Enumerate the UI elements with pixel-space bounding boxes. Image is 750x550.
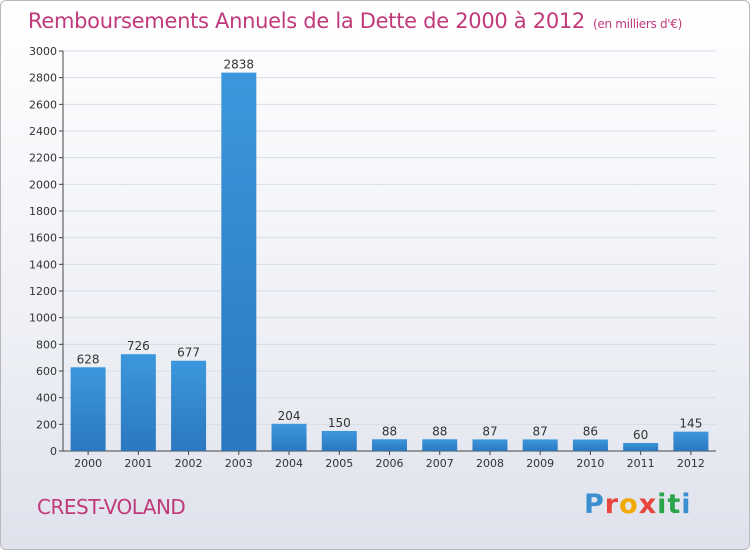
logo-letter: P — [584, 489, 605, 520]
bar — [221, 72, 257, 451]
bar — [522, 439, 558, 451]
bar — [372, 439, 407, 451]
bar — [472, 439, 508, 451]
data-label: 726 — [127, 339, 150, 353]
commune-name: CREST-VOLAND — [37, 495, 186, 519]
x-tick-label: 2007 — [426, 457, 454, 470]
chart-title: Remboursements Annuels de la Dette de 20… — [28, 9, 682, 33]
bar — [271, 423, 307, 451]
logo-letter: i — [657, 489, 668, 520]
bar — [70, 367, 106, 451]
y-tick-label: 2400 — [29, 125, 57, 138]
x-tick-label: 2001 — [124, 457, 152, 470]
data-label: 2838 — [224, 58, 255, 72]
data-label: 88 — [382, 424, 397, 438]
y-tick-label: 0 — [50, 445, 57, 458]
x-tick-label: 2000 — [74, 457, 102, 470]
bar — [321, 431, 357, 451]
logo-letter: x — [638, 489, 658, 520]
x-tick-label: 2006 — [376, 457, 404, 470]
x-tick-label: 2004 — [275, 457, 303, 470]
data-label: 87 — [482, 424, 497, 438]
bar — [120, 354, 156, 451]
data-label: 677 — [177, 346, 200, 360]
y-tick-label: 600 — [36, 365, 57, 378]
x-tick-label: 2012 — [677, 457, 705, 470]
y-tick-label: 400 — [36, 392, 57, 405]
data-label: 628 — [77, 352, 100, 366]
unit-note: (en milliers d'€) — [593, 17, 683, 31]
bar — [673, 431, 709, 451]
y-tick-label: 800 — [36, 338, 57, 351]
x-tick-label: 2010 — [576, 457, 604, 470]
y-tick-label: 1400 — [29, 258, 57, 271]
data-label: 145 — [679, 417, 702, 431]
logo-letter: i — [681, 489, 692, 520]
data-label: 86 — [583, 425, 598, 439]
data-label: 87 — [533, 424, 548, 438]
x-tick-label: 2003 — [225, 457, 253, 470]
proxiti-logo: Proxiti — [584, 489, 692, 520]
bar — [171, 360, 207, 451]
data-label: 60 — [633, 428, 648, 442]
logo-letter: r — [604, 489, 620, 520]
y-tick-label: 2200 — [29, 152, 57, 165]
bar — [623, 443, 659, 451]
y-tick-label: 2000 — [29, 178, 57, 191]
y-tick-label: 1800 — [29, 205, 57, 218]
data-label: 88 — [432, 424, 447, 438]
y-tick-label: 200 — [36, 418, 57, 431]
logo-letter: o — [619, 489, 639, 520]
logo-letter: t — [667, 489, 682, 520]
x-tick-label: 2008 — [476, 457, 504, 470]
x-tick-label: 2005 — [325, 457, 353, 470]
y-tick-label: 3000 — [29, 45, 57, 58]
y-tick-label: 1200 — [29, 285, 57, 298]
data-label: 204 — [278, 409, 301, 423]
chart-title-text: Remboursements Annuels de la Dette de 20… — [28, 9, 585, 33]
x-tick-label: 2009 — [526, 457, 554, 470]
x-tick-label: 2011 — [627, 457, 655, 470]
y-tick-label: 1000 — [29, 312, 57, 325]
y-tick-label: 2800 — [29, 72, 57, 85]
bar — [422, 439, 458, 451]
data-label: 150 — [328, 416, 351, 430]
x-tick-label: 2002 — [175, 457, 203, 470]
y-tick-label: 1600 — [29, 232, 57, 245]
y-tick-label: 2600 — [29, 98, 57, 111]
bar — [572, 439, 608, 451]
